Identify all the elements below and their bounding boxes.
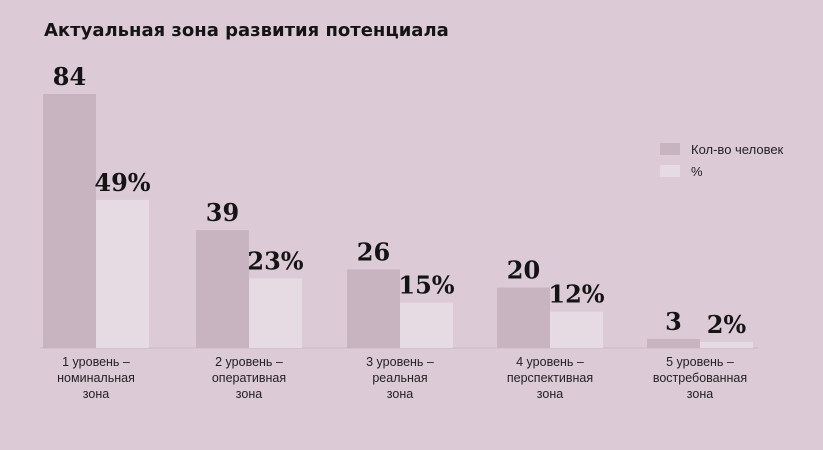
data-label-percent-3: 15% [398, 271, 454, 300]
data-label-count-2: 39 [206, 198, 239, 227]
legend-swatch-percent [660, 165, 680, 177]
category-label-3-line-3: зона [387, 387, 413, 401]
category-label-5-line-2: востребованная [653, 371, 747, 385]
category-label-2-line-2: оперативная [212, 371, 286, 385]
data-label-percent-2: 23% [247, 246, 303, 275]
bar-count-3 [347, 269, 400, 348]
category-label-1-line-2: номинальная [57, 371, 135, 385]
bar-percent-1 [96, 199, 149, 348]
category-label-4-line-3: зона [537, 387, 563, 401]
bar-count-2 [196, 230, 249, 348]
bar-percent-4 [550, 311, 603, 348]
category-label-2-line-1: 2 уровень – [215, 355, 283, 369]
data-label-percent-4: 12% [548, 280, 604, 309]
category-label-1-line-1: 1 уровень – [62, 355, 130, 369]
category-label-4-line-2: перспективная [507, 371, 593, 385]
bar-percent-2 [249, 278, 302, 348]
category-label-2-line-3: зона [236, 387, 262, 401]
legend-item-percent: % [660, 160, 783, 182]
category-label-1-line-3: зона [83, 387, 109, 401]
bar-percent-3 [400, 302, 453, 348]
data-label-percent-1: 49% [94, 168, 150, 197]
legend-label-count: Кол-во человек [691, 141, 784, 157]
legend: Кол-во человек % [660, 138, 783, 182]
legend-label-percent: % [691, 163, 703, 179]
data-label-count-1: 84 [53, 62, 86, 91]
data-label-count-3: 26 [357, 237, 390, 266]
category-label-3-line-1: 3 уровень – [366, 355, 434, 369]
chart-title: Актуальная зона развития потенциала [44, 20, 449, 41]
bar-count-4 [497, 287, 550, 348]
legend-swatch-count [660, 143, 680, 155]
category-label-5-line-1: 5 уровень – [666, 355, 734, 369]
bar-count-1 [43, 94, 96, 348]
data-label-count-5: 3 [665, 307, 682, 336]
category-label-5-line-3: зона [687, 387, 713, 401]
category-label-3-line-2: реальная [372, 371, 427, 385]
legend-item-count: Кол-во человек [660, 138, 783, 160]
data-label-count-4: 20 [507, 256, 540, 285]
bar-percent-5 [700, 341, 753, 348]
bar-count-5 [647, 338, 700, 348]
data-label-percent-5: 2% [707, 310, 747, 339]
category-label-4-line-1: 4 уровень – [516, 355, 584, 369]
